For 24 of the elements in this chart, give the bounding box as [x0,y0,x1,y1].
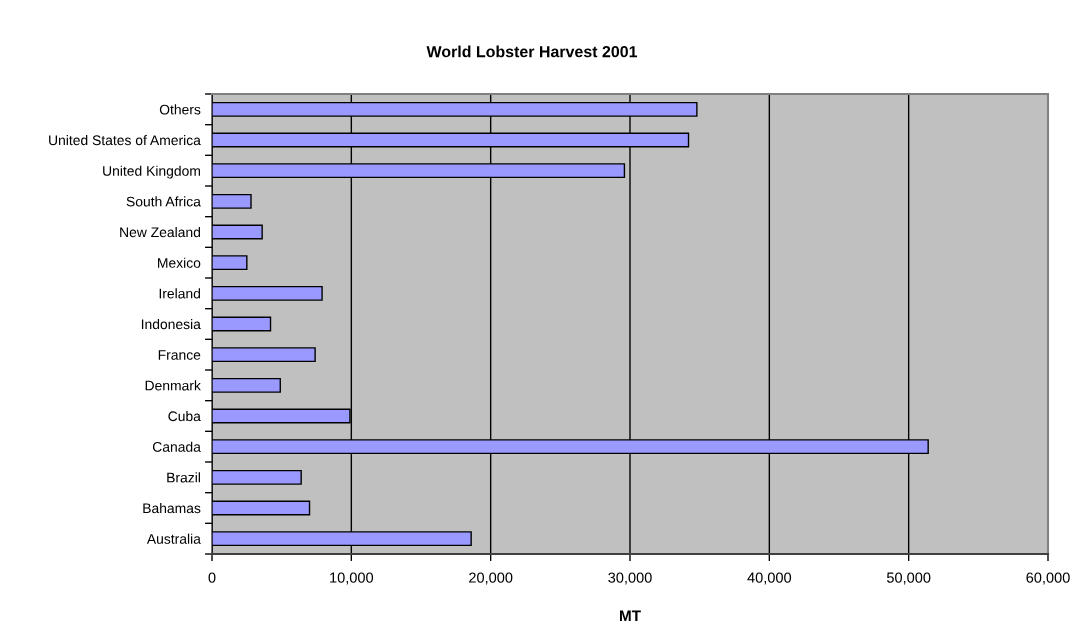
x-tick-label: 40,000 [747,572,792,585]
y-tick-label: Australia [146,533,201,544]
y-tick-label: Mexico [158,257,201,268]
x-tick-label: 0 [208,572,216,583]
y-tick-label: South Africa [126,196,201,207]
x-tick-label: 50,000 [886,572,931,585]
x-axis-title: MT [619,610,641,622]
y-tick-label: Brazil [167,472,200,483]
y-tick-label: Denmark [145,380,201,391]
y-tick-label: Ireland [159,288,200,299]
x-tick-label: 30,000 [608,572,652,585]
y-tick-label: Others [159,104,201,115]
y-tick-label: Indonesia [141,318,201,330]
x-tick-label: 20,000 [469,572,513,585]
y-tick-label: Canada [152,441,201,452]
y-tick-label: United Kingdom [103,165,200,179]
y-tick-label: Bahamas [143,502,201,514]
x-tick-label: 60,000 [1026,572,1070,585]
y-tick-label: New Zealand [120,226,200,238]
y-tick-label: United States of America [49,134,201,146]
y-tick-label: Cuba [168,410,201,422]
x-tick-label: 10,000 [330,572,374,585]
y-tick-label: France [158,350,201,360]
chart-title: World Lobster Harvest 2001 [426,45,638,58]
